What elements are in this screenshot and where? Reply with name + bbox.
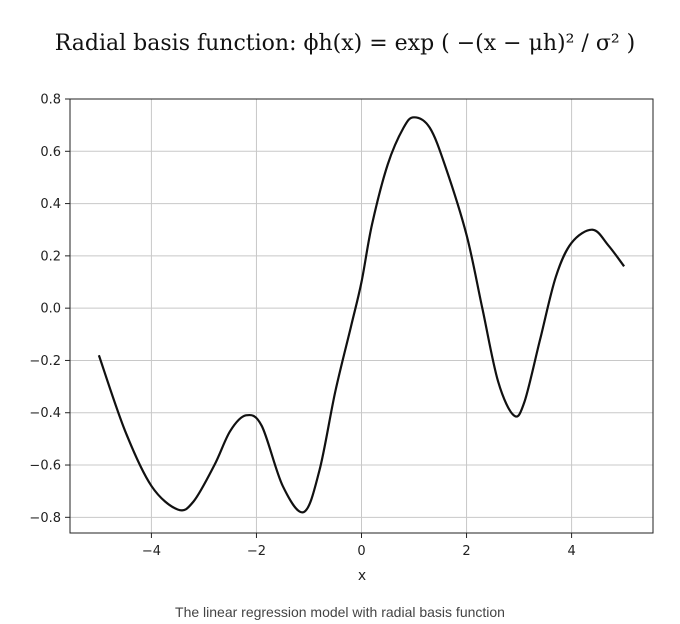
y-tick-label: −0.2 xyxy=(29,354,61,369)
x-tick-label: −4 xyxy=(142,544,161,559)
y-tick-label: −0.8 xyxy=(29,511,61,526)
y-tick-label: 0.2 xyxy=(40,249,61,264)
y-tick-label: 0.8 xyxy=(40,93,61,108)
series-line xyxy=(97,116,625,514)
x-tick-label: 2 xyxy=(462,544,470,559)
y-tick-label: 0.4 xyxy=(40,197,61,212)
x-axis-label: x xyxy=(358,568,366,584)
x-tick-label: 4 xyxy=(567,544,575,559)
chart: Radial basis function: ϕh(x) = exp ( −(x… xyxy=(29,31,654,584)
y-tick-label: −0.4 xyxy=(29,406,61,421)
x-tick-label: 0 xyxy=(357,544,365,559)
y-tick-label: 0.0 xyxy=(40,302,61,317)
y-tick-label: 0.6 xyxy=(40,145,61,160)
chart-title: Radial basis function: ϕh(x) = exp ( −(x… xyxy=(55,31,636,56)
figure-caption: The linear regression model with radial … xyxy=(175,604,505,620)
x-tick-label: −2 xyxy=(247,544,266,559)
ticks: −4 −2 0 2 4 0.8 0.6 0.4 0.2 0.0 −0.2 −0.4 −0.6 −0.8 xyxy=(29,93,575,560)
y-tick-label: −0.6 xyxy=(29,459,61,474)
grid xyxy=(70,98,653,533)
